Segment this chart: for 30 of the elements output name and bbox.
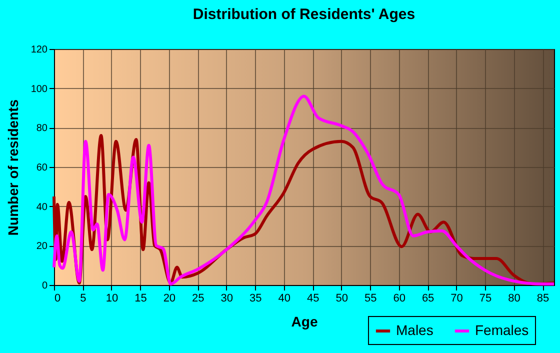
- y-tick-label: 20: [36, 241, 48, 252]
- x-tick-label: 75: [479, 292, 492, 304]
- y-tick-label: 40: [36, 202, 48, 213]
- x-tick-label: 50: [336, 292, 348, 304]
- x-tick-label: 20: [163, 292, 176, 304]
- legend-label: Males: [396, 322, 434, 338]
- x-tick-label: 30: [220, 292, 234, 304]
- x-tick-label: 60: [393, 292, 406, 304]
- y-tick-label: 0: [42, 280, 48, 292]
- x-tick-label: 85: [536, 292, 550, 304]
- y-tick-label: 100: [30, 84, 48, 95]
- y-tick-label: 120: [30, 44, 48, 56]
- x-tick-label: 80: [508, 292, 520, 304]
- x-tick-label: 35: [250, 292, 262, 304]
- x-axis-title: Age: [291, 314, 318, 330]
- y-axis-title: Number of residents: [4, 99, 21, 236]
- x-tick-label: 45: [306, 292, 320, 304]
- x-tick-label: 10: [106, 292, 118, 304]
- x-tick-label: 5: [80, 292, 86, 304]
- legend-label: Females: [475, 322, 529, 338]
- y-tick-label: 80: [36, 123, 48, 134]
- y-tick-label: 60: [36, 162, 48, 174]
- x-tick-label: 0: [54, 292, 61, 304]
- x-tick-label: 55: [364, 292, 377, 304]
- x-tick-label: 70: [450, 292, 463, 304]
- x-tick-label: 40: [278, 292, 291, 304]
- x-tick-label: 25: [192, 292, 204, 304]
- x-tick-label: 65: [422, 292, 434, 304]
- chart-title: Distribution of Residents' Ages: [192, 6, 416, 23]
- x-tick-label: 15: [134, 292, 147, 304]
